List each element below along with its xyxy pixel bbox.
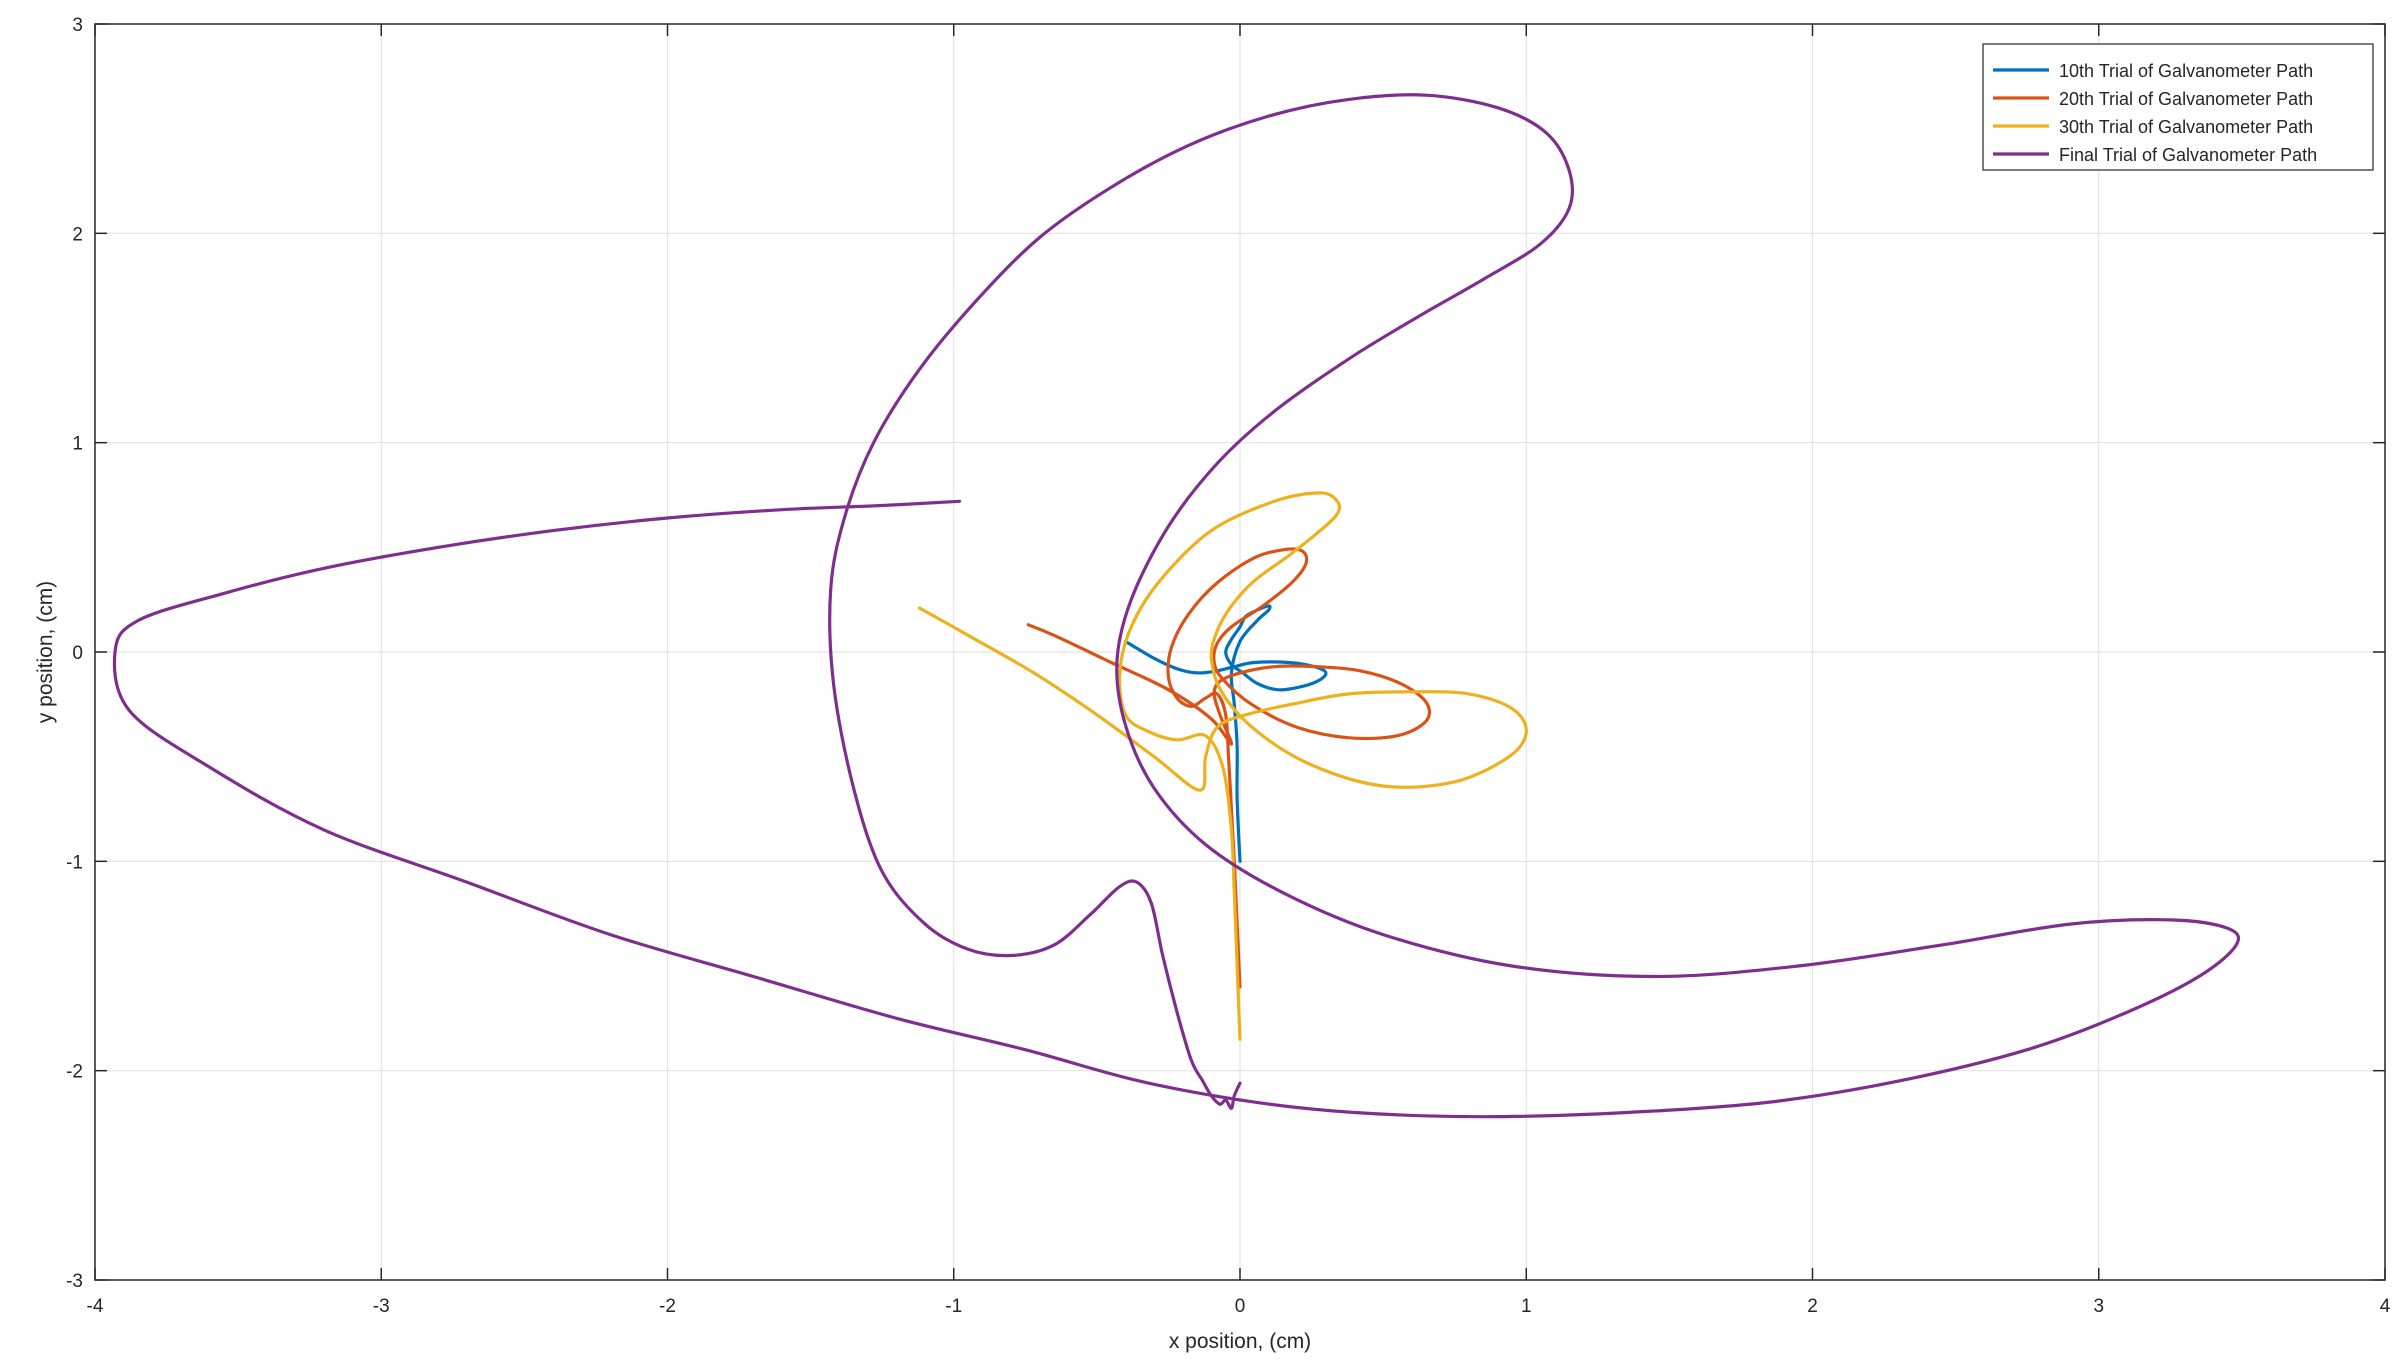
x-tick-label: 0	[1235, 1296, 1246, 1317]
x-tick-label: -4	[87, 1296, 104, 1317]
y-tick-label: 1	[72, 434, 83, 455]
x-tick-label: 2	[1807, 1296, 1818, 1317]
series-line-2	[1026, 547, 1432, 989]
y-axis-label: y position, (cm)	[34, 581, 57, 723]
legend-label: 20th Trial of Galvanometer Path	[2059, 89, 2313, 109]
y-tick-label: 0	[72, 643, 83, 664]
x-tick-label: 1	[1521, 1296, 1532, 1317]
series-line-4	[112, 93, 2241, 1119]
x-tick-label: -3	[373, 1296, 390, 1317]
series-line-3	[917, 491, 1528, 1041]
legend-box	[1982, 43, 2374, 171]
y-tick-label: -3	[66, 1271, 83, 1292]
x-tick-label: -1	[945, 1296, 962, 1317]
x-tick-label: 3	[2093, 1296, 2104, 1317]
y-tick-label: 2	[72, 224, 83, 245]
legend: 10th Trial of Galvanometer Path 20th Tria…	[1982, 43, 2374, 171]
x-tick-label: -2	[659, 1296, 676, 1317]
x-axis-label: x position, (cm)	[1169, 1330, 1311, 1353]
legend-label: 30th Trial of Galvanometer Path	[2059, 117, 2313, 137]
y-tick-label: -2	[66, 1062, 83, 1083]
x-tick-label: 4	[2380, 1296, 2391, 1317]
series-group	[112, 93, 2241, 1119]
y-tick-label: -1	[66, 852, 83, 873]
legend-label: 10th Trial of Galvanometer Path	[2059, 61, 2313, 81]
legend-label: Final Trial of Galvanometer Path	[2059, 145, 2317, 165]
y-tick-label: 3	[72, 15, 83, 36]
series-line-1	[1123, 604, 1328, 863]
